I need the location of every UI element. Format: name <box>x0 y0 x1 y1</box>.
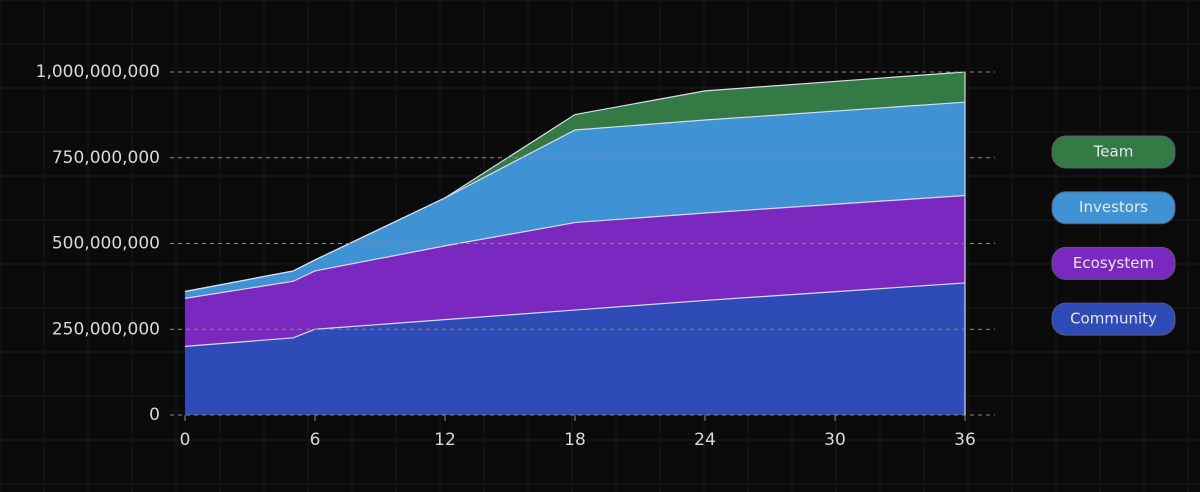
legend-label[interactable]: Investors <box>1079 198 1148 216</box>
legend-swatch[interactable] <box>1051 302 1176 336</box>
legend-label[interactable]: Team <box>1093 143 1134 161</box>
area-edge <box>184 282 966 347</box>
y-tick-label: 500,000,000 <box>52 234 160 254</box>
area-edge <box>184 194 966 299</box>
legend-swatch[interactable] <box>1051 246 1176 280</box>
y-tick-label: 1,000,000,000 <box>36 62 160 82</box>
legend-swatch[interactable] <box>1051 191 1176 225</box>
legend-label[interactable]: Community <box>1070 310 1157 328</box>
x-tick-label: 0 <box>180 430 191 450</box>
x-tick-label: 30 <box>824 430 846 450</box>
area-edge <box>184 71 966 293</box>
area <box>185 102 965 299</box>
y-tick-label: 0 <box>149 405 160 425</box>
area <box>185 72 965 292</box>
legend-swatch[interactable] <box>1051 135 1176 169</box>
x-tick-label: 24 <box>694 430 716 450</box>
x-tick-label: 36 <box>954 430 976 450</box>
x-tick-label: 12 <box>434 430 456 450</box>
legend-label[interactable]: Ecosystem <box>1073 254 1154 272</box>
area <box>185 195 965 347</box>
x-tick-label: 18 <box>564 430 586 450</box>
x-tick-label: 6 <box>310 430 321 450</box>
y-tick-label: 750,000,000 <box>52 148 160 168</box>
y-tick-label: 250,000,000 <box>52 319 160 339</box>
area <box>185 282 965 415</box>
